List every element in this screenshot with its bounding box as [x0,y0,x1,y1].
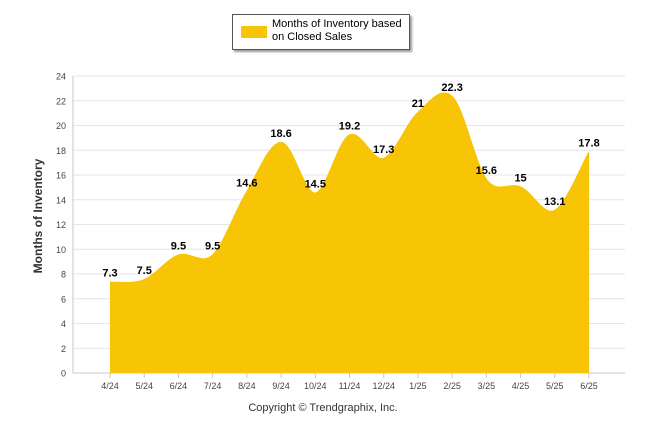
x-tick-label: 8/24 [238,381,256,391]
x-tick-label: 10/24 [304,381,327,391]
series-line [109,92,590,284]
data-label: 15.6 [476,165,497,177]
x-tick-label: 7/24 [204,381,222,391]
y-axis-title: Months of Inventory [31,158,45,274]
x-tick-label: 5/25 [546,381,564,391]
data-label: 14.5 [305,179,326,191]
series-area [109,92,590,374]
y-tick-label: 2 [61,344,66,354]
y-tick-label: 16 [56,171,66,181]
data-label: 19.2 [339,120,360,132]
x-tick-label: 6/24 [170,381,188,391]
y-tick-label: 24 [56,72,66,82]
data-label: 18.6 [270,128,291,140]
y-tick-label: 20 [56,121,66,131]
x-axis-ticks: 4/24 5/24 6/24 7/24 8/24 9/24 10/24 11/24 12/24 1… [101,373,598,391]
data-label: 14.6 [236,177,257,189]
data-label: 21 [412,98,424,110]
x-tick-label: 9/24 [272,381,290,391]
y-tick-label: 18 [56,146,66,156]
x-tick-label: 4/24 [101,381,119,391]
x-tick-label: 11/24 [339,381,361,391]
y-tick-label: 4 [61,319,66,329]
x-tick-label: 12/24 [372,381,395,391]
area-fill [110,93,589,374]
data-label: 22.3 [441,82,462,94]
x-tick-label: 3/25 [478,381,496,391]
legend-swatch [241,26,267,38]
data-label: 17.8 [578,138,599,150]
data-label: 13.1 [544,196,565,208]
legend-label: Months of Inventory based on Closed Sale… [272,18,402,43]
copyright-text: Copyright © Trendgraphix, Inc. [248,402,398,414]
x-tick-label: 2/25 [443,381,461,391]
y-tick-label: 10 [56,245,66,255]
y-tick-label: 14 [56,195,66,205]
legend[interactable]: Months of Inventory based on Closed Sale… [232,14,410,50]
x-tick-label: 1/25 [409,381,427,391]
y-tick-label: 0 [61,369,66,379]
x-tick-label: 4/25 [512,381,530,391]
y-tick-label: 22 [56,96,66,106]
data-labels: 7.3 7.5 9.5 9.5 14.6 18.6 14.5 19.2 17.3 21 22.3 15… [102,82,599,280]
y-tick-label: 6 [61,294,66,304]
data-label: 7.5 [137,265,152,277]
x-tick-label: 5/24 [135,381,153,391]
data-label: 9.5 [205,240,220,252]
data-label: 9.5 [171,240,186,252]
data-label: 7.3 [102,268,117,280]
data-label: 17.3 [373,144,394,156]
y-tick-label: 8 [61,270,66,280]
x-tick-label: 6/25 [580,381,598,391]
data-label: 15 [514,172,526,184]
y-tick-label: 12 [56,220,66,230]
